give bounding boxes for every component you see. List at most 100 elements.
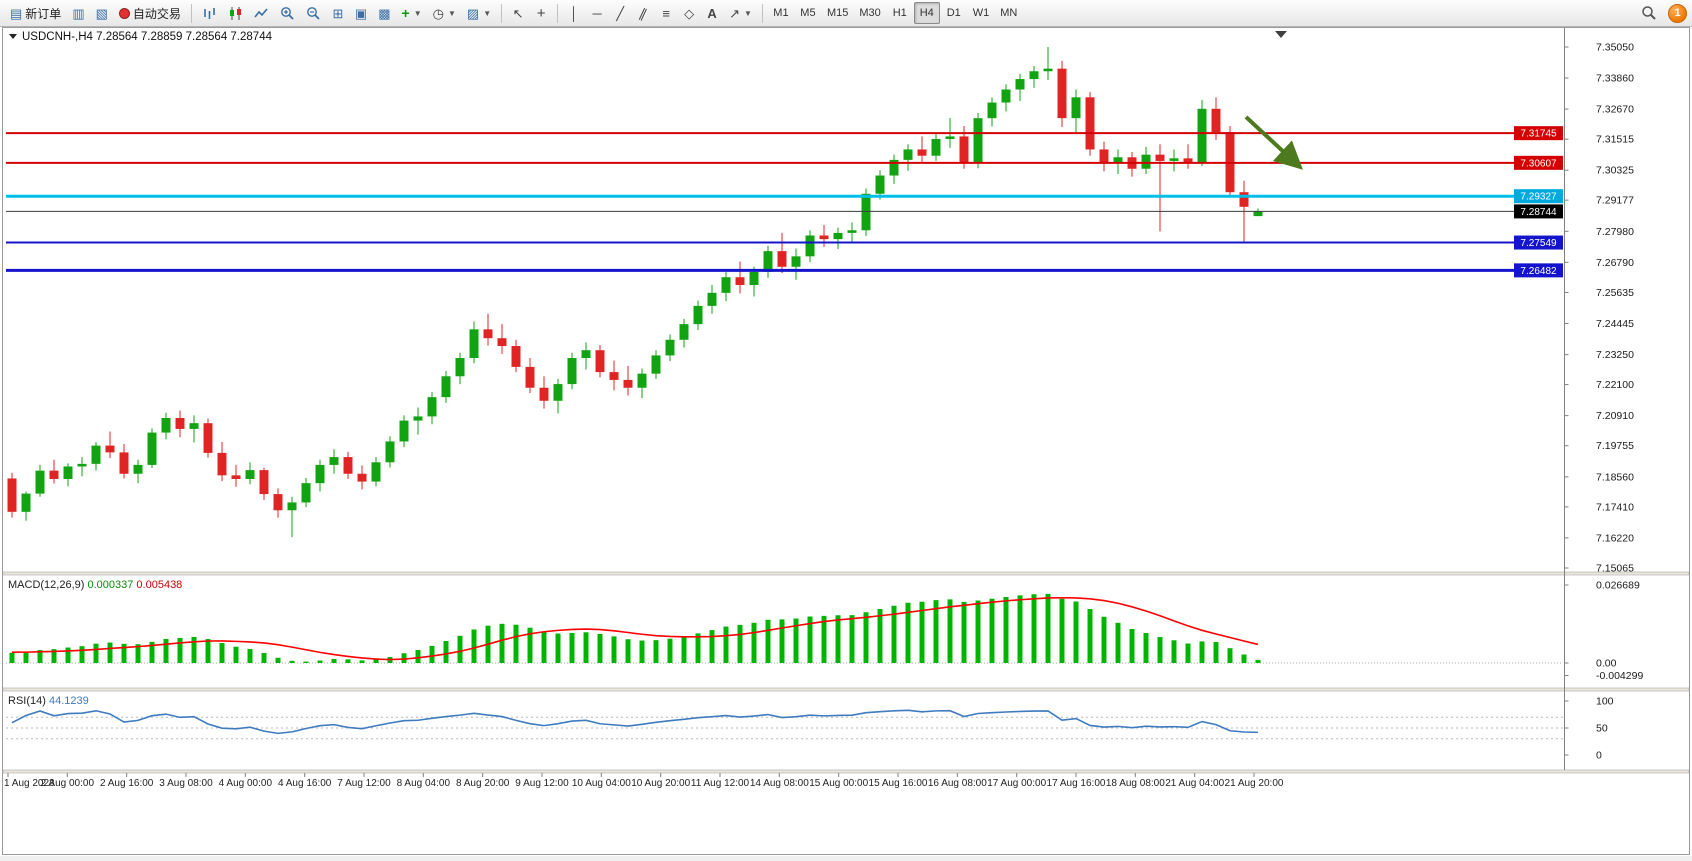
bar-chart-button[interactable] <box>197 2 222 24</box>
svg-text:7.20910: 7.20910 <box>1596 410 1634 422</box>
chevron-down-icon: ▼ <box>413 8 422 18</box>
vertical-line-icon: │ <box>570 5 579 21</box>
notification-badge[interactable]: 1 <box>1668 3 1687 23</box>
market-watch-icon: ▧ <box>95 5 108 21</box>
zoom-in-button[interactable] <box>275 2 300 24</box>
svg-text:7.26790: 7.26790 <box>1596 257 1634 269</box>
breakout-level-line[interactable]: 7.29327 <box>6 189 1563 204</box>
svg-text:16 Aug 08:00: 16 Aug 08:00 <box>928 778 987 789</box>
bar-chart-icon <box>204 7 215 19</box>
svg-text:100: 100 <box>1596 696 1614 708</box>
panel-splitter[interactable] <box>2 769 1690 774</box>
svg-text:3 Aug 08:00: 3 Aug 08:00 <box>159 778 213 789</box>
timeframe-d1-button[interactable]: D1 <box>941 2 967 24</box>
zoom-out-button[interactable] <box>301 2 326 24</box>
chart-header: USDCNH-,H4 7.28564 7.28859 7.28564 7.287… <box>9 31 273 43</box>
market-watch-button[interactable]: ▧ <box>91 2 113 24</box>
svg-text:2 Aug 00:00: 2 Aug 00:00 <box>41 778 95 789</box>
macd-histogram <box>9 593 1261 663</box>
support-line-upper[interactable]: 7.27549 <box>6 235 1563 250</box>
svg-text:USDCNH-,H4 7.28564 7.28859 7.: USDCNH-,H4 7.28564 7.28859 7.28564 7.287… <box>22 31 273 43</box>
timeframe-m1-button[interactable]: M1 <box>768 2 794 24</box>
search-button[interactable] <box>1636 2 1662 24</box>
cursor-icon: ↖ <box>512 5 524 21</box>
svg-text:15 Aug 16:00: 15 Aug 16:00 <box>869 778 928 789</box>
svg-text:17 Aug 16:00: 17 Aug 16:00 <box>1047 778 1106 789</box>
sell-signal-arrow[interactable] <box>1244 115 1303 170</box>
zoom-out-icon <box>307 6 320 20</box>
timeframe-h4-button[interactable]: H4 <box>913 2 940 24</box>
vertical-line-button[interactable]: │ <box>563 2 585 24</box>
svg-text:7.28744: 7.28744 <box>1520 207 1557 218</box>
profiles-button[interactable]: ▥ <box>67 2 89 24</box>
toolbar-separator <box>190 3 192 23</box>
svg-text:7.31515: 7.31515 <box>1596 134 1634 146</box>
resistance-line-lower[interactable]: 7.30607 <box>6 155 1563 170</box>
svg-text:2 Aug 16:00: 2 Aug 16:00 <box>100 778 154 789</box>
bid-price-line[interactable]: 7.28744 <box>6 204 1563 219</box>
timeframe-m30-button[interactable]: M30 <box>854 2 885 24</box>
panel-splitter[interactable] <box>2 571 1690 576</box>
tile-windows-button[interactable]: ⊞ <box>327 2 349 24</box>
horizontal-line-button[interactable]: ─ <box>586 2 608 24</box>
arrows-tool-button[interactable]: ↗ ▼ <box>724 2 757 24</box>
channel-button[interactable]: ∥ <box>632 2 654 24</box>
panel-splitter[interactable] <box>2 687 1690 692</box>
timeframe-m5-button[interactable]: M5 <box>795 2 821 24</box>
svg-text:11 Aug 12:00: 11 Aug 12:00 <box>691 778 750 789</box>
new-order-label: 新订单 <box>25 6 62 21</box>
new-order-button[interactable]: ▤ 新订单 <box>5 2 66 24</box>
chevron-down-icon: ▼ <box>483 8 492 18</box>
add-indicator-icon: + <box>401 5 410 21</box>
collapse-triangle-icon[interactable] <box>9 34 17 39</box>
svg-text:7.27549: 7.27549 <box>1520 238 1557 249</box>
svg-text:7.35050: 7.35050 <box>1596 42 1634 54</box>
svg-text:7 Aug 12:00: 7 Aug 12:00 <box>337 778 391 789</box>
timeframe-w1-button[interactable]: W1 <box>968 2 995 24</box>
indicators-button[interactable]: + ▼ <box>397 2 427 24</box>
clock-icon: ◷ <box>432 5 444 21</box>
macd-signal-line <box>11 596 1259 661</box>
price-axis[interactable]: 7.35050 7.33860 7.32670 7.31515 7.30325 7.291… <box>1564 42 1635 575</box>
shapes-icon: ◇ <box>684 5 695 21</box>
arrange-windows-button[interactable]: ▣ <box>350 2 372 24</box>
text-tool-icon: A <box>707 5 717 21</box>
shapes-button[interactable]: ◇ <box>678 2 700 24</box>
svg-text:4 Aug 00:00: 4 Aug 00:00 <box>219 778 273 789</box>
timeframe-m15-button[interactable]: M15 <box>822 2 853 24</box>
svg-text:10 Aug 04:00: 10 Aug 04:00 <box>572 778 631 789</box>
svg-text:7.27980: 7.27980 <box>1596 226 1634 238</box>
svg-text:8 Aug 04:00: 8 Aug 04:00 <box>397 778 451 789</box>
timeframe-h1-button[interactable]: H1 <box>887 2 913 24</box>
svg-text:7.29177: 7.29177 <box>1596 195 1634 207</box>
svg-text:7.16220: 7.16220 <box>1596 532 1634 544</box>
cascade-windows-button[interactable]: ▩ <box>373 2 395 24</box>
svg-text:7.32670: 7.32670 <box>1596 104 1634 116</box>
svg-text:50: 50 <box>1596 723 1608 735</box>
cursor-button[interactable]: ↖ <box>507 2 529 24</box>
search-icon <box>1642 6 1656 20</box>
svg-text:7.25635: 7.25635 <box>1596 287 1634 299</box>
autotrading-button[interactable]: 自动交易 <box>114 2 186 24</box>
svg-text:1 Aug 2023: 1 Aug 2023 <box>4 778 55 789</box>
trendline-button[interactable]: ╱ <box>609 2 631 24</box>
svg-text:18 Aug 08:00: 18 Aug 08:00 <box>1106 778 1165 789</box>
svg-text:9 Aug 12:00: 9 Aug 12:00 <box>515 778 569 789</box>
periods-button[interactable]: ◷ ▼ <box>428 2 461 24</box>
crosshair-button[interactable]: + <box>530 2 552 24</box>
svg-text:7.30607: 7.30607 <box>1520 158 1557 169</box>
line-chart-button[interactable] <box>249 2 274 24</box>
chart-shift-marker[interactable] <box>1275 31 1287 38</box>
svg-text:14 Aug 08:00: 14 Aug 08:00 <box>750 778 809 789</box>
resistance-line-upper[interactable]: 7.31745 <box>6 126 1563 141</box>
timeframe-mn-button[interactable]: MN <box>995 2 1022 24</box>
text-tool-button[interactable]: A <box>701 2 723 24</box>
support-line-lower[interactable]: 7.26482 <box>6 263 1563 278</box>
templates-button[interactable]: ▨ ▼ <box>462 2 496 24</box>
fibonacci-button[interactable]: ≡ <box>655 2 677 24</box>
svg-text:7.30325: 7.30325 <box>1596 165 1634 177</box>
svg-text:0: 0 <box>1596 750 1602 762</box>
svg-text:-0.004299: -0.004299 <box>1596 670 1643 682</box>
candlestick-chart-button[interactable] <box>223 2 248 24</box>
